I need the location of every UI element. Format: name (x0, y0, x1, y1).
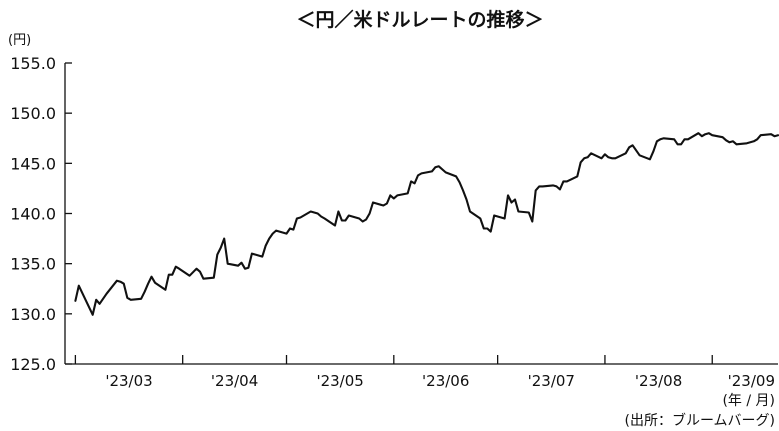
x-tick-label: '23/08 (635, 372, 682, 390)
y-tick-label: 150.0 (10, 104, 56, 123)
y-tick-label: 125.0 (10, 355, 56, 374)
y-tick-label: 140.0 (10, 205, 56, 224)
y-tick-label: 155.0 (10, 54, 56, 73)
y-axis-unit: (円) (8, 33, 31, 48)
x-tick-label: '23/07 (528, 372, 575, 390)
y-tick-label: 130.0 (10, 305, 56, 324)
x-axis-unit: (年 / 月) (722, 393, 775, 409)
y-axis-ticks: 155.0 150.0 145.0 140.0 135.0 130.0 125.0 (10, 54, 72, 374)
x-tick-label: '23/06 (422, 372, 469, 390)
y-tick-label: 135.0 (10, 255, 56, 274)
x-tick-label: '23/09 (728, 372, 775, 390)
x-tick-label: '23/04 (211, 372, 258, 390)
usd-jpy-rate-line (74, 132, 779, 316)
source-note: (出所：ブルームバーグ) (624, 412, 775, 429)
x-tick-label: '23/05 (316, 372, 363, 390)
chart-title: ＜円／米ドルレートの推移＞ (296, 8, 543, 31)
x-tick-label: '23/03 (105, 372, 152, 390)
x-axis-ticks: '23/03 '23/04 '23/05 '23/06 '23/07 '23/08 '23/… (74, 355, 775, 390)
y-tick-label: 145.0 (10, 154, 56, 173)
